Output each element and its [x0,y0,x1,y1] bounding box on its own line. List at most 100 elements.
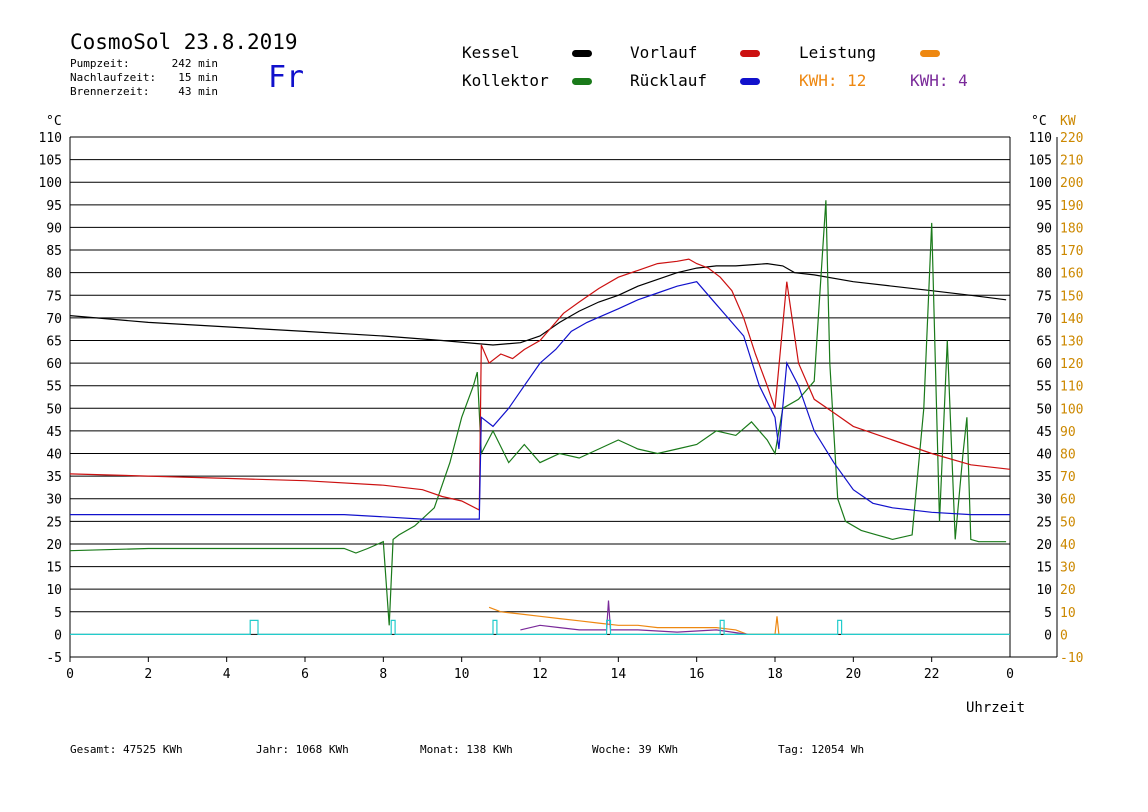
y-tick-label-right: 10 [1036,583,1052,598]
footer-jahr: Jahr: 1068 KWh [256,743,349,756]
series-line-pumpe [70,619,1010,635]
y-tick-label: 15 [46,561,62,576]
x-tick-label: 12 [532,667,548,682]
right-axis-unit-kw: KW [1060,114,1076,129]
series-line-kwh [520,600,748,635]
y-tick-label-right: 60 [1036,357,1052,372]
y-tick-label-right: 40 [1036,448,1052,463]
y2-tick-label: 30 [1060,561,1076,576]
y-tick-label: 80 [46,267,62,282]
y-tick-label: 20 [46,538,62,553]
y2-tick-label: 210 [1060,154,1083,169]
y2-tick-label: 40 [1060,538,1076,553]
footer-tag: Tag: 12054 Wh [778,743,864,756]
y-tick-label: 10 [46,583,62,598]
footer-label: Jahr: [256,743,290,756]
y-tick-label-right: 0 [1044,628,1052,643]
footer-value: 39 KWh [638,743,679,756]
y-tick-label-right: 55 [1036,380,1052,395]
legend-kessel-swatch [572,50,592,57]
y-tick-label: 75 [46,289,62,304]
y2-tick-label: 120 [1060,357,1083,372]
y-tick-label-right: 90 [1036,221,1052,236]
y2-tick-label: 50 [1060,515,1076,530]
y-tick-label: 100 [39,176,62,191]
stat-value: 242 min [171,57,218,70]
y-tick-label: 5 [54,606,62,621]
stat-value: 15 min [178,71,218,84]
chart-title: CosmoSol 23.8.2019 [70,30,298,54]
y2-tick-label: 90 [1060,425,1076,440]
stat-label: Nachlaufzeit: [70,71,157,84]
y-tick-label-right: 75 [1036,289,1052,304]
x-tick-label: 2 [144,667,152,682]
y-tick-label-right: 100 [1029,176,1052,191]
y-tick-label-right: 45 [1036,425,1052,440]
x-tick-label: 8 [379,667,387,682]
y2-tick-label: 0 [1060,628,1068,643]
y2-tick-label: 110 [1060,380,1083,395]
legend-ruecklauf-label: Rücklauf [630,71,708,90]
y2-tick-label: 200 [1060,176,1083,191]
y2-tick-label: 80 [1060,448,1076,463]
footer-gesamt: Gesamt: 47525 KWh [70,743,183,756]
y-tick-label-right: 25 [1036,515,1052,530]
y-tick-label-right: 70 [1036,312,1052,327]
stat-row: Nachlaufzeit: 15 min [70,71,218,84]
y-tick-label: 50 [46,402,62,417]
y2-tick-label: 150 [1060,289,1083,304]
x-tick-label: 14 [611,667,627,682]
y-tick-label: 60 [46,357,62,372]
footer-value: 1068 KWh [295,743,349,756]
x-tick-label: 20 [846,667,862,682]
y2-tick-label: 20 [1060,583,1076,598]
y2-tick-label: 180 [1060,221,1083,236]
y-tick-label-right: 15 [1036,561,1052,576]
y-tick-label: 95 [46,199,62,214]
y-tick-label-right: 20 [1036,538,1052,553]
y-tick-label-right: 105 [1029,154,1052,169]
left-axis-unit: °C [46,114,62,129]
y-tick-label: 40 [46,448,62,463]
y2-tick-label: -10 [1060,651,1083,666]
legend-kessel-label: Kessel [462,43,520,62]
y2-tick-label: 220 [1060,131,1083,146]
footer-woche: Woche: 39 KWh [592,743,678,756]
x-tick-label: 18 [767,667,783,682]
right-axis-unit-c: °C [1031,114,1047,129]
y-tick-label: 0 [54,628,62,643]
y-tick-label: 90 [46,221,62,236]
y-tick-label: 110 [39,131,62,146]
footer-monat: Monat: 138 KWh [420,743,513,756]
stat-value: 43 min [178,85,218,98]
y-tick-label: 85 [46,244,62,259]
footer-value: 12054 Wh [811,743,865,756]
y-tick-label: 70 [46,312,62,327]
stat-row: Pumpzeit: 242 min [70,57,218,70]
x-tick-label: 10 [454,667,470,682]
legend-leistung-label: Leistung [799,43,877,62]
series-line-kollektor [69,200,1007,626]
weekday-label: Fr [268,60,305,95]
y-tick-label: 55 [46,380,62,395]
y-tick-label-right: 35 [1036,470,1052,485]
stat-label: Brennerzeit: [70,85,150,98]
stat-label: Pumpzeit: [70,57,130,70]
y2-tick-label: 60 [1060,493,1076,508]
footer-label: Gesamt: [70,743,117,756]
y-tick-label-right: 65 [1036,334,1052,349]
footer-label: Woche: [592,743,632,756]
y-tick-label-right: 80 [1036,267,1052,282]
y-tick-label: 25 [46,515,62,530]
legend-leistung-swatch [920,50,940,57]
y-tick-label: 105 [39,154,62,169]
stat-row: Brennerzeit: 43 min [70,85,218,98]
y-tick-label-right: 50 [1036,402,1052,417]
footer-value: 138 KWh [466,743,513,756]
y2-tick-label: 70 [1060,470,1076,485]
x-axis-label: Uhrzeit [966,700,1026,716]
legend-kollektor-label: Kollektor [462,71,549,90]
y2-tick-label: 140 [1060,312,1083,327]
y-tick-label: 35 [46,470,62,485]
